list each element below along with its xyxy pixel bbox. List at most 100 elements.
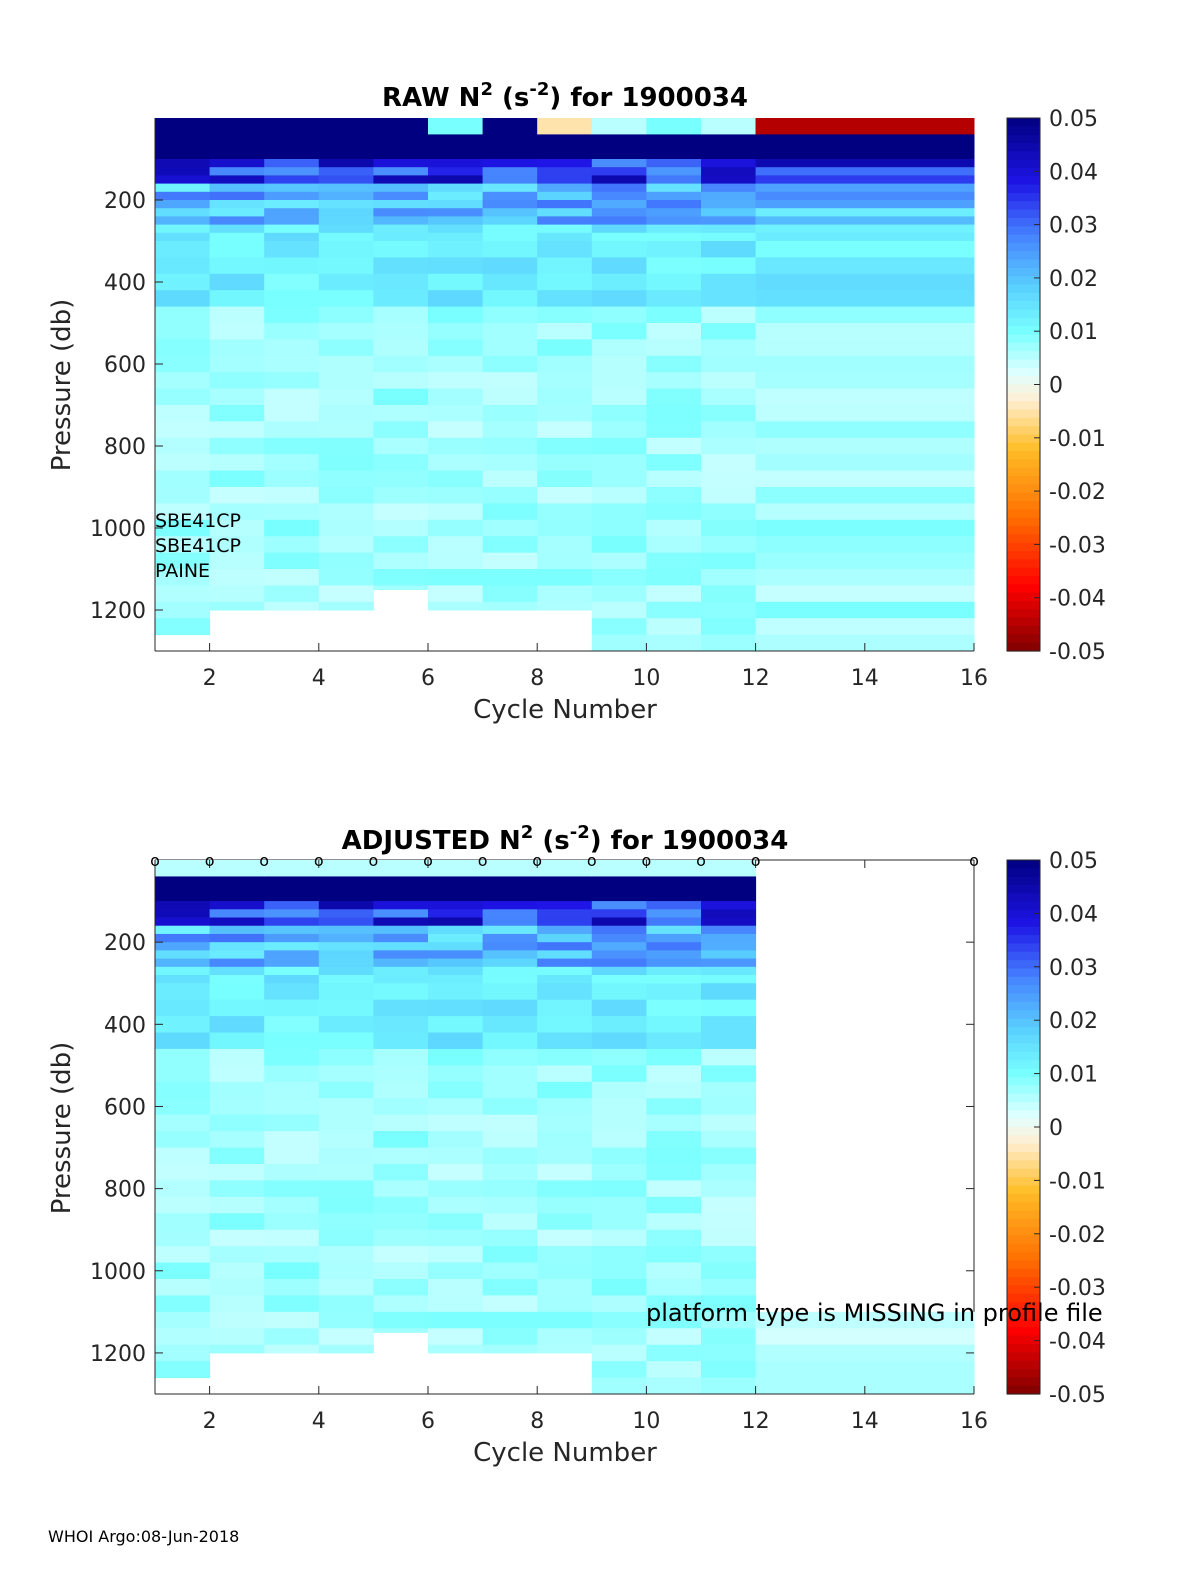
heatmap-cell <box>755 421 975 439</box>
heatmap-cell <box>537 1114 593 1132</box>
heatmap-cell <box>591 372 647 390</box>
heatmap-cell <box>701 933 757 943</box>
heatmap-cell <box>428 552 484 570</box>
heatmap-cell <box>482 388 538 406</box>
heatmap-cell <box>264 167 320 176</box>
heatmap-cell <box>646 142 702 152</box>
adjusted-title: ADJUSTED N2 (s-2) for 1900034 <box>342 822 789 856</box>
heatmap-cell <box>373 1229 429 1247</box>
colorbar-swatch <box>1007 876 1040 886</box>
heatmap-cell <box>428 1032 484 1050</box>
heatmap-cell <box>428 1098 484 1116</box>
colorbar-swatch <box>1007 576 1040 585</box>
heatmap-cell <box>318 1016 374 1034</box>
heatmap-cell <box>373 1328 429 1333</box>
heatmap-cell <box>264 142 320 152</box>
heatmap-cell <box>373 917 429 927</box>
heatmap-cell <box>482 1295 538 1313</box>
heatmap-cell <box>755 1344 975 1362</box>
heatmap-cell <box>482 601 538 611</box>
heatmap-cell <box>701 487 757 504</box>
heatmap-cell <box>428 942 484 951</box>
heatmap-cell <box>646 983 702 1001</box>
heatmap-cell <box>373 1213 429 1231</box>
heatmap-cell <box>155 273 211 291</box>
heatmap-cell <box>264 216 320 226</box>
heatmap-cell <box>209 405 265 422</box>
heatmap-cell <box>482 216 538 226</box>
heatmap-cell <box>318 925 374 935</box>
heatmap-cell <box>155 966 211 976</box>
raw-colorbar: 0.05 0.04 0.03 0.02 0.01 0 -0.01 -0.02 -0.03 -0.0… <box>1006 107 1106 665</box>
heatmap-cell <box>155 1196 211 1214</box>
heatmap-cell <box>482 1196 538 1214</box>
heatmap-cell <box>755 232 975 242</box>
heatmap-cell <box>428 999 484 1017</box>
heatmap-cell <box>646 1328 702 1346</box>
heatmap-cell <box>701 388 757 406</box>
colorbar-swatch <box>1007 159 1040 169</box>
heatmap-cell <box>155 126 211 135</box>
qc-marker: o <box>587 851 597 870</box>
heatmap-cell <box>755 618 975 636</box>
heatmap-cell <box>428 1147 484 1165</box>
heatmap-cell <box>373 405 429 422</box>
heatmap-cell <box>428 892 484 902</box>
heatmap-cell <box>209 1032 265 1050</box>
heatmap-cell <box>701 1196 757 1214</box>
heatmap-cell <box>591 1131 647 1149</box>
heatmap-cell <box>646 1311 702 1329</box>
qc-marker: o <box>205 851 215 870</box>
heatmap-cell <box>428 273 484 291</box>
heatmap-cell <box>155 1229 211 1247</box>
heatmap-cell <box>701 1065 757 1083</box>
colorbar-tick-label: -0.02 <box>1049 1223 1106 1248</box>
heatmap-cell <box>482 942 538 951</box>
heatmap-cell <box>373 290 429 308</box>
heatmap-cell <box>373 1065 429 1083</box>
adjusted-panel: ADJUSTED N2 (s-2) for 1900034 2 4 6 8 10 12 14… <box>47 822 1106 1468</box>
colorbar-tick-label: -0.02 <box>1049 480 1106 505</box>
heatmap-cell <box>209 860 265 869</box>
heatmap-cell <box>482 1147 538 1165</box>
heatmap-cell <box>373 1081 429 1099</box>
heatmap-cell <box>318 323 374 340</box>
heatmap-cell <box>373 901 429 910</box>
colorbar-swatch <box>1007 976 1040 986</box>
heatmap-cell <box>373 950 429 960</box>
colorbar-swatch <box>1007 885 1040 894</box>
heatmap-cell <box>318 257 374 275</box>
heatmap-cell <box>155 1114 211 1132</box>
heatmap-cell <box>373 892 429 902</box>
heatmap-cell <box>537 355 593 373</box>
heatmap-cell <box>591 1262 647 1280</box>
heatmap-cell <box>318 975 374 984</box>
colorbar-swatch <box>1007 592 1040 602</box>
heatmap-cell <box>591 1246 647 1264</box>
heatmap-cell <box>318 901 374 910</box>
heatmap-cell <box>701 942 757 951</box>
heatmap-cell <box>591 901 647 910</box>
heatmap-cell <box>264 552 320 570</box>
heatmap-cell <box>537 454 593 472</box>
colorbar-tick-label: -0.05 <box>1049 1383 1106 1408</box>
heatmap-cell <box>591 1114 647 1132</box>
heatmap-cell <box>646 1163 702 1181</box>
heatmap-cell <box>428 536 484 554</box>
heatmap-cell <box>755 191 975 201</box>
heatmap-cell <box>209 909 265 919</box>
heatmap-cell <box>591 569 647 586</box>
heatmap-cell <box>537 958 593 968</box>
heatmap-cell <box>755 1328 975 1346</box>
heatmap-cell <box>755 273 975 291</box>
heatmap-cell <box>482 503 538 521</box>
heatmap-cell <box>537 306 593 324</box>
heatmap-cell <box>155 224 211 234</box>
raw-x-ticks: 2 4 6 8 10 12 14 16 <box>203 643 988 691</box>
heatmap-cell <box>373 552 429 570</box>
heatmap-cell <box>646 232 702 242</box>
heatmap-cell <box>482 290 538 308</box>
colorbar-swatch <box>1007 192 1040 202</box>
heatmap-cell <box>373 175 429 185</box>
heatmap-cell <box>701 126 757 135</box>
